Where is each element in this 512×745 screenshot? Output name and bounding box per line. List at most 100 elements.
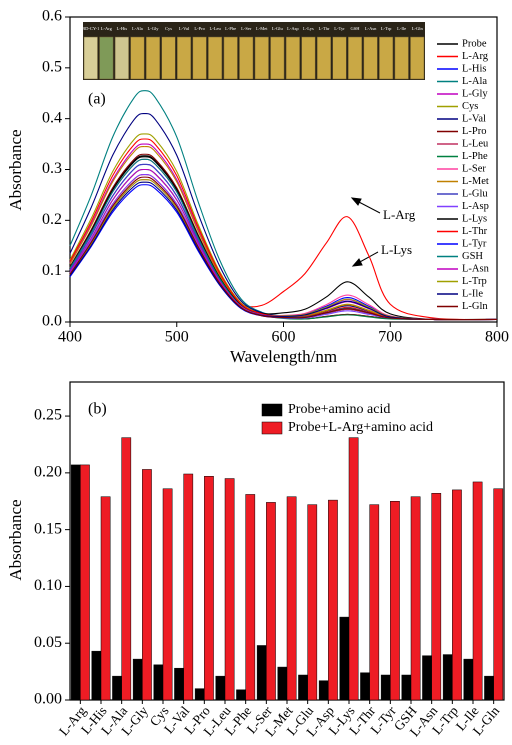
legend-label: L-Ser: [462, 163, 486, 174]
bar: [70, 464, 81, 701]
vial: [348, 36, 363, 80]
vial-label: L-Asp: [287, 26, 299, 31]
y-tick-label: 0.00: [34, 691, 62, 708]
bar: [472, 481, 483, 701]
legend-label: L-Val: [462, 113, 486, 124]
vial-label: BD-CY-1: [82, 26, 99, 31]
y-tick-label: 0.6: [42, 8, 62, 25]
bar: [339, 616, 350, 701]
bar: [245, 494, 256, 701]
vial: [285, 36, 300, 80]
vial-label: L-Met: [256, 26, 268, 31]
legend-label: L-His: [462, 63, 487, 74]
bar: [298, 674, 308, 701]
bar: [174, 667, 184, 701]
vial: [301, 36, 316, 80]
legend-swatch: [261, 403, 283, 417]
bar: [183, 473, 194, 701]
x-tick-label: 500: [165, 329, 189, 346]
data-line: [69, 179, 498, 321]
legend-label: GSH: [462, 251, 483, 262]
legend-label: L-Pro: [462, 126, 487, 137]
vial: [99, 36, 114, 80]
x-tick-label: 400: [58, 329, 82, 346]
vial-label: L-Gly: [147, 26, 159, 31]
legend-label: L-Glu: [462, 188, 488, 199]
bar: [380, 674, 391, 701]
bar: [204, 476, 214, 701]
vial-label: L-Glu: [272, 26, 284, 31]
data-line: [69, 174, 498, 321]
annotation: L-Arg: [383, 207, 416, 222]
bar: [463, 658, 474, 701]
legend-label: L-Tyr: [462, 238, 487, 249]
bar: [277, 666, 288, 701]
vial: [379, 36, 394, 80]
bar: [390, 501, 400, 701]
bar: [80, 464, 90, 701]
bar: [286, 496, 297, 701]
vial-label: L-Gln: [412, 26, 424, 31]
legend-label: Cys: [462, 101, 478, 112]
vial: [316, 36, 331, 80]
bar: [266, 502, 276, 701]
data-line: [69, 176, 498, 321]
bar: [410, 496, 421, 701]
vial-label: L-Lys: [303, 26, 314, 31]
bar: [328, 499, 338, 701]
bar: [236, 689, 246, 701]
x-tick-label: 800: [485, 329, 509, 346]
legend-label: L-Asn: [462, 263, 490, 274]
y-tick-label: 0.0: [42, 313, 62, 330]
bar: [401, 674, 412, 701]
x-tick-label: 700: [378, 329, 402, 346]
bar: [452, 489, 462, 701]
bar: [307, 504, 318, 701]
bar: [142, 469, 152, 701]
y-tick-label: 0.5: [42, 59, 62, 76]
bar: [153, 664, 164, 701]
data-line: [69, 163, 498, 321]
y-tick-label: 0.25: [34, 407, 62, 424]
y-tick-label: 0.15: [34, 520, 62, 537]
vial: [394, 36, 409, 80]
legend-label: Probe: [462, 38, 487, 49]
vial: [239, 36, 254, 80]
legend-label: L-Phe: [462, 151, 488, 162]
bar: [91, 650, 102, 701]
bar: [348, 437, 359, 701]
legend-label: Probe+amino acid: [288, 402, 390, 417]
vial-label: Cys: [165, 26, 172, 31]
legend-label: L-Ala: [462, 76, 487, 87]
arrow-head: [350, 197, 362, 206]
vial-label: L-Ser: [241, 26, 252, 31]
data-line: [69, 168, 498, 321]
vial-label: L-Val: [179, 26, 190, 31]
data-line: [69, 184, 498, 321]
legend-label: L-Arg: [462, 51, 489, 62]
data-line: [69, 174, 498, 321]
y-tick-label: 0.4: [42, 109, 62, 126]
legend-label: L-Trp: [462, 276, 487, 287]
y-axis-label: Absorbance: [6, 129, 25, 210]
y-tick-label: 0.05: [34, 634, 62, 651]
vial-label: L-Arg: [101, 26, 113, 31]
arrow-line: [357, 251, 379, 264]
vial-label: L-Phe: [225, 26, 236, 31]
legend-label: L-Gln: [462, 301, 488, 312]
legend-label: L-Lys: [462, 213, 487, 224]
y-tick-label: 0.10: [34, 577, 62, 594]
bar: [318, 680, 329, 701]
y-tick-label: 0.2: [42, 211, 62, 228]
legend-label: L-Gly: [462, 88, 488, 99]
bar: [369, 504, 380, 701]
vial: [208, 36, 223, 80]
vial-label: L-Leu: [210, 26, 222, 31]
data-line: [69, 155, 498, 321]
legend-label: L-Ile: [462, 288, 483, 299]
bar: [493, 488, 504, 701]
vial: [223, 36, 238, 80]
y-axis-label: Absorbance: [6, 499, 25, 580]
x-axis-label: Wavelength/nm: [230, 347, 337, 366]
vial-label: L-Ile: [397, 26, 406, 31]
